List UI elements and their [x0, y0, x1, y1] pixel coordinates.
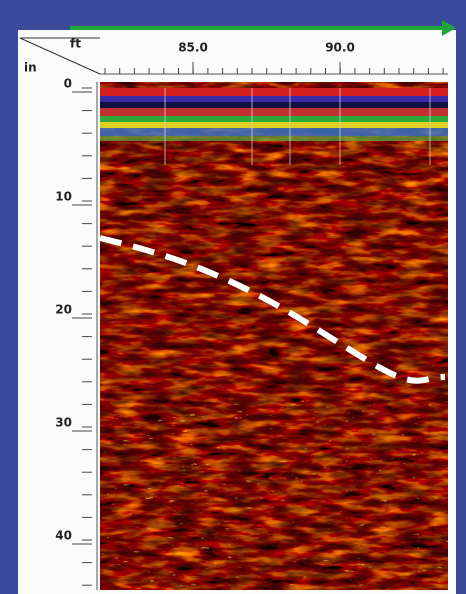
x-unit: ft: [70, 37, 81, 51]
y-tick-label: 0: [64, 77, 72, 91]
radargram: [100, 82, 448, 590]
x-tick-label: 85.0: [178, 41, 208, 55]
y-tick-label: 30: [55, 416, 72, 430]
arrow-head: [442, 20, 456, 36]
interface-line: [99, 235, 446, 384]
x-tick-label: 90.0: [325, 41, 355, 55]
y-tick-label: 10: [55, 190, 72, 204]
y-tick-label: 20: [55, 303, 72, 317]
y-unit: in: [24, 61, 37, 75]
corner-line: [19, 37, 101, 75]
y-tick-label: 40: [55, 529, 72, 543]
